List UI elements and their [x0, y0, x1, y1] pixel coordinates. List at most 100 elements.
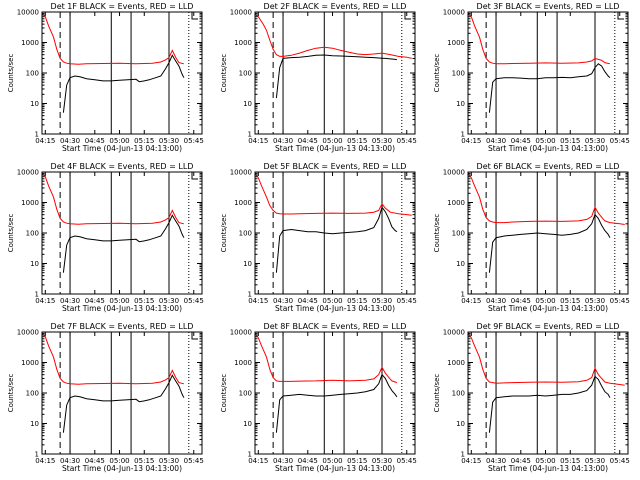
y-tick-label: 1000: [447, 359, 465, 367]
y-tick-label: 1000: [234, 199, 252, 207]
panel-title: Det 2F BLACK = Events, RED = LLD: [264, 2, 407, 11]
detector-panel: Det 6F BLACK = Events, RED = LLD 1 10 100 10…: [433, 162, 630, 313]
x-tick-label: 04:15: [248, 297, 268, 305]
x-tick-label: 04:15: [35, 457, 55, 465]
x-tick-label: 05:45: [610, 457, 630, 465]
x-tick-label: 04:30: [60, 297, 80, 305]
x-tick-label: 05:15: [347, 297, 367, 305]
x-tick-label: 05:00: [109, 457, 129, 465]
y-tick-label: 100: [452, 390, 465, 398]
y-tick-label: 100: [26, 230, 39, 238]
x-tick-label: 04:30: [60, 457, 80, 465]
plot-frame: [254, 331, 416, 455]
x-axis-label: Start Time (04-Jun-13 04:13:00): [488, 304, 608, 313]
x-tick-label: 04:45: [298, 137, 318, 145]
y-tick-label: 1000: [234, 39, 252, 47]
x-tick-label: 04:30: [273, 297, 293, 305]
corner-mark: [617, 172, 624, 180]
x-axis-label: Start Time (04-Jun-13 04:13:00): [488, 144, 608, 153]
events-series-line: [62, 54, 185, 113]
x-tick-label: 04:45: [511, 297, 531, 305]
x-axis-label: Start Time (04-Jun-13 04:13:00): [62, 464, 182, 473]
x-tick-label: 05:30: [585, 297, 605, 305]
y-tick-label: 1000: [21, 359, 39, 367]
x-tick-label: 05:45: [397, 457, 417, 465]
panel-title: Det 6F BLACK = Events, RED = LLD: [477, 162, 620, 171]
lld-series-line: [41, 333, 185, 385]
y-tick-label: 1: [461, 131, 465, 139]
x-tick-label: 05:30: [585, 457, 605, 465]
corner-mark: [191, 332, 198, 340]
y-tick-label: 1000: [21, 39, 39, 47]
lld-series-line: [467, 13, 611, 65]
x-tick-label: 05:15: [347, 137, 367, 145]
x-tick-label: 04:15: [248, 457, 268, 465]
events-series-line: [488, 375, 611, 433]
events-series-line: [488, 63, 611, 113]
detector-panel: Det 8F BLACK = Events, RED = LLD 1 10 100 10…: [220, 322, 417, 473]
x-tick-label: 04:15: [35, 137, 55, 145]
panel-title: Det 4F BLACK = Events, RED = LLD: [51, 162, 194, 171]
y-axis-label: Counts/sec: [220, 54, 228, 93]
y-axis-label: Counts/sec: [220, 374, 228, 413]
lld-series-line: [254, 173, 412, 216]
lld-series-line: [467, 333, 625, 386]
x-tick-label: 04:30: [486, 457, 506, 465]
x-tick-label: 05:30: [159, 457, 179, 465]
lld-series-line: [467, 173, 625, 225]
x-tick-label: 04:45: [85, 297, 105, 305]
y-tick-label: 1: [248, 131, 252, 139]
x-tick-label: 04:30: [486, 137, 506, 145]
events-series-line: [275, 373, 398, 433]
x-tick-label: 05:45: [610, 137, 630, 145]
panel-title: Det 3F BLACK = Events, RED = LLD: [477, 2, 620, 11]
y-axis-label: Counts/sec: [7, 54, 15, 93]
detector-panel: Det 9F BLACK = Events, RED = LLD 1 10 100 10…: [433, 322, 630, 473]
y-tick-label: 10000: [17, 169, 39, 177]
detector-panel: Det 3F BLACK = Events, RED = LLD 1 10 100 10…: [433, 2, 630, 153]
x-tick-label: 05:00: [109, 137, 129, 145]
x-tick-label: 04:15: [248, 137, 268, 145]
x-axis-label: Start Time (04-Jun-13 04:13:00): [62, 304, 182, 313]
y-tick-label: 10000: [443, 329, 465, 337]
x-tick-label: 05:45: [184, 137, 204, 145]
x-tick-label: 05:45: [184, 297, 204, 305]
x-tick-label: 04:45: [511, 457, 531, 465]
detector-panel: Det 5F BLACK = Events, RED = LLD 1 10 100 10…: [220, 162, 417, 313]
y-tick-label: 10: [30, 100, 39, 108]
y-tick-label: 100: [452, 230, 465, 238]
plot-frame: [467, 11, 629, 135]
events-series-line: [62, 374, 185, 433]
x-tick-label: 05:30: [585, 137, 605, 145]
x-tick-label: 05:15: [134, 457, 154, 465]
y-axis-label: Counts/sec: [7, 214, 15, 253]
x-tick-label: 05:00: [109, 297, 129, 305]
x-tick-label: 04:30: [486, 297, 506, 305]
x-axis-label: Start Time (04-Jun-13 04:13:00): [62, 144, 182, 153]
lld-series-line: [41, 13, 185, 65]
x-axis-label: Start Time (04-Jun-13 04:13:00): [488, 464, 608, 473]
x-tick-label: 04:45: [85, 137, 105, 145]
x-tick-label: 04:15: [461, 297, 481, 305]
x-axis-label: Start Time (04-Jun-13 04:13:00): [275, 464, 395, 473]
y-tick-label: 10000: [443, 9, 465, 17]
x-tick-label: 05:00: [322, 297, 342, 305]
corner-mark: [617, 12, 624, 20]
y-tick-label: 10000: [17, 9, 39, 17]
y-tick-label: 1: [35, 451, 39, 459]
x-axis-label: Start Time (04-Jun-13 04:13:00): [275, 304, 395, 313]
y-axis-label: Counts/sec: [220, 214, 228, 253]
panel-title: Det 7F BLACK = Events, RED = LLD: [51, 322, 194, 331]
y-tick-label: 1: [35, 291, 39, 299]
corner-mark: [617, 332, 624, 340]
y-tick-label: 1: [461, 451, 465, 459]
x-tick-label: 05:30: [372, 137, 392, 145]
plot-frame: [467, 171, 629, 295]
y-tick-label: 10000: [443, 169, 465, 177]
x-tick-label: 05:30: [159, 297, 179, 305]
y-tick-label: 10: [243, 260, 252, 268]
x-tick-label: 05:15: [560, 457, 580, 465]
x-tick-label: 04:45: [511, 137, 531, 145]
x-tick-label: 04:45: [298, 297, 318, 305]
detector-panel: Det 7F BLACK = Events, RED = LLD 1 10 100 10…: [7, 322, 204, 473]
